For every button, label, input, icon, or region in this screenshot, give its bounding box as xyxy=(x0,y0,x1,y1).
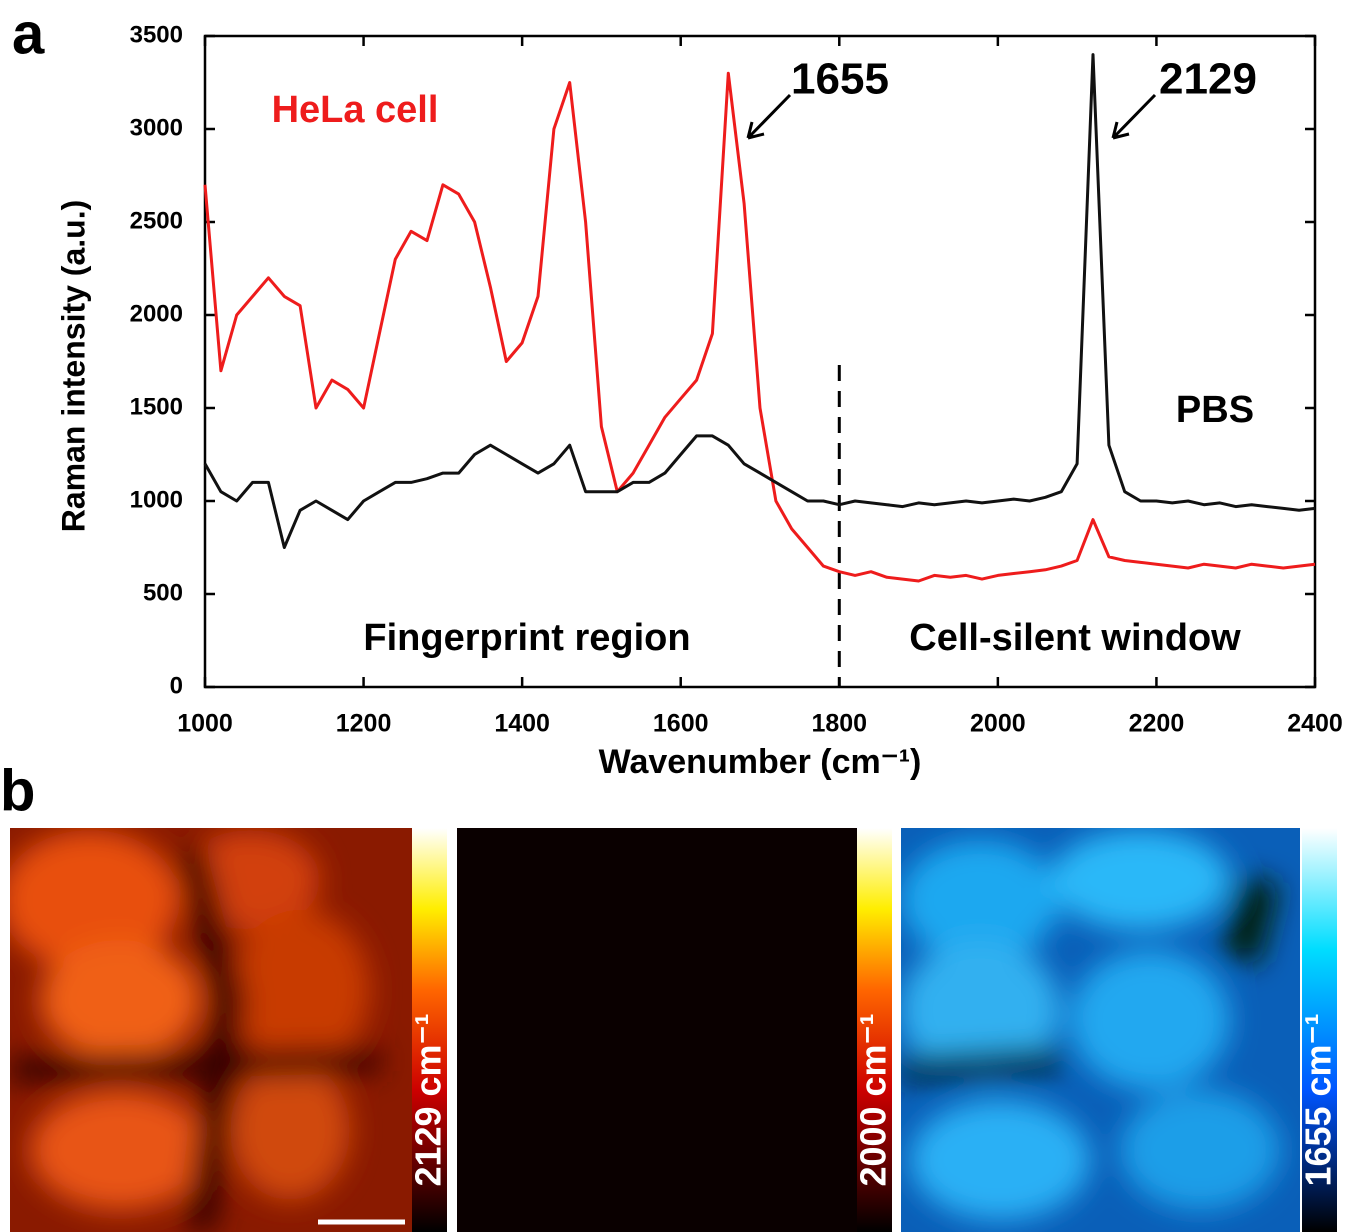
x-tick-label: 1000 xyxy=(177,710,233,738)
arrows xyxy=(746,93,1157,140)
colorbar-label: 2129 cm⁻¹ xyxy=(408,1013,449,1186)
spectrum-line xyxy=(203,53,1316,549)
colorbar-label: 1655 cm⁻¹ xyxy=(1298,1013,1339,1186)
colorbar-label: 2000 cm⁻¹ xyxy=(853,1013,894,1186)
y-tick-label: 1000 xyxy=(130,486,183,513)
x-axis-label: Wavenumber (cm⁻¹) xyxy=(599,743,922,781)
x-tick-label: 2200 xyxy=(1129,710,1185,738)
y-tick-label: 1500 xyxy=(130,393,183,420)
y-tick-label: 2000 xyxy=(130,300,183,327)
y-axis-label: Raman intensity (a.u.) xyxy=(55,200,91,533)
x-tick-label: 2000 xyxy=(970,710,1026,738)
x-tick-label: 1600 xyxy=(653,710,709,738)
plot-frame xyxy=(203,34,1317,689)
y-tick-label: 3000 xyxy=(130,114,183,141)
x-tick-label: 2400 xyxy=(1287,710,1343,738)
raman-image xyxy=(457,828,857,1232)
panel-label: a xyxy=(12,1,45,66)
y-tick-label: 0 xyxy=(170,672,183,699)
y-tick-label: 2500 xyxy=(130,207,183,234)
colorbar xyxy=(857,828,892,1232)
annotation: Cell-silent window xyxy=(909,617,1241,659)
colorbar xyxy=(412,828,447,1232)
colorbar xyxy=(1302,828,1337,1232)
y-tick-label: 500 xyxy=(143,579,183,606)
legend-label: PBS xyxy=(1176,389,1254,431)
y-tick-label: 3500 xyxy=(130,21,183,48)
image-texture xyxy=(901,830,1280,1220)
legend-label: HeLa cell xyxy=(272,89,439,131)
spectrum-line xyxy=(203,71,1316,583)
x-tick-label: 1200 xyxy=(336,710,392,738)
image-texture xyxy=(10,830,381,1232)
annotation: 1655 xyxy=(791,55,889,104)
annotation: Fingerprint region xyxy=(363,617,690,659)
panel-label: b xyxy=(0,758,35,823)
x-tick-label: 1400 xyxy=(494,710,550,738)
x-tick-label: 1800 xyxy=(811,710,867,738)
annotation: 2129 xyxy=(1159,55,1257,104)
